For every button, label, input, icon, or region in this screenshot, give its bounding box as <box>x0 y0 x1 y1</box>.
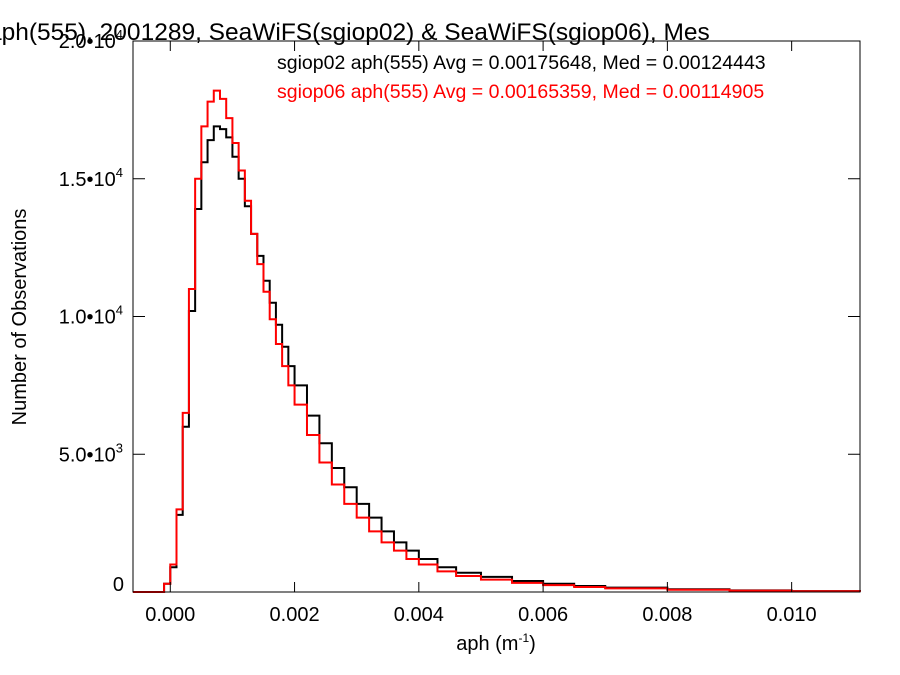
x-axis-label-exponent: -1 <box>518 631 529 645</box>
y-tick-label-2: 1.0•104 <box>59 303 123 329</box>
x-axis: 0.000 0.002 0.004 0.006 0.008 0.010 <box>145 41 817 626</box>
y-tick-label-3: 1.5•104 <box>59 165 123 191</box>
x-tick-label-3: 0.006 <box>518 604 568 626</box>
series-line-1 <box>133 125 861 593</box>
x-axis-label-close: ) <box>529 633 536 655</box>
x-tick-label-2: 0.004 <box>394 604 444 626</box>
x-axis-label-text: aph (m <box>456 633 518 655</box>
series-line-2 <box>133 89 861 593</box>
y-tick-label-0: 0 <box>113 574 124 596</box>
x-tick-label-5: 0.010 <box>767 604 817 626</box>
x-axis-label: aph (m-1) <box>456 631 536 655</box>
y-tick-label-1: 5.0•103 <box>59 440 123 466</box>
y-axis-label: Number of Observations <box>9 209 31 426</box>
legend: sgiop02 aph(555) Avg = 0.00175648, Med =… <box>277 52 766 103</box>
x-tick-label-4: 0.008 <box>642 604 692 626</box>
plot-frame <box>132 40 861 593</box>
y-tick-label-4: 2.0•104 <box>59 27 123 53</box>
x-tick-label-1: 0.002 <box>270 604 320 626</box>
legend-entry-sgiop06: sgiop06 aph(555) Avg = 0.00165359, Med =… <box>277 81 764 103</box>
x-tick-label-0: 0.000 <box>145 604 195 626</box>
y-axis: 0 5.0•103 1.0•104 1.5•104 2.0•104 <box>59 27 860 596</box>
legend-entry-sgiop02: sgiop02 aph(555) Avg = 0.00175648, Med =… <box>277 52 766 74</box>
plot-area <box>133 89 861 593</box>
